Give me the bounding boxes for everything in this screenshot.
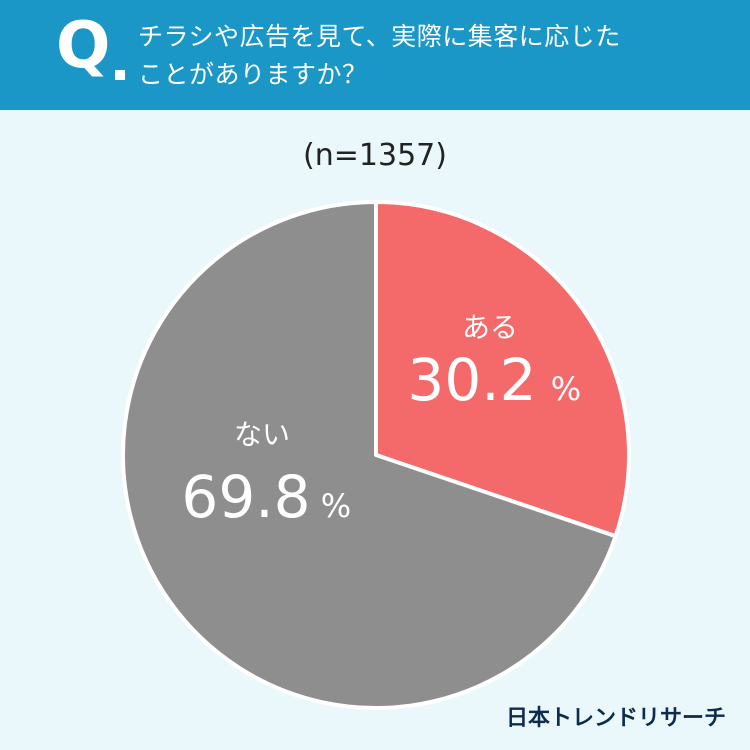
q-mark: Q xyxy=(56,9,111,83)
slice-value-nai: 69.8 xyxy=(181,463,310,531)
pie-slice-aru xyxy=(374,200,631,539)
pie-slice-nai xyxy=(121,200,618,710)
question-line-2: ことがありますか？ xyxy=(138,60,368,89)
question-text: チラシや広告を見て、実際に集客に応じた ことがありますか？ xyxy=(138,18,728,94)
sample-size: (n=1357) xyxy=(303,138,447,173)
slice-unit-nai: % xyxy=(321,487,351,525)
q-dot-icon xyxy=(115,70,125,80)
slice-value-aru: 30.2 xyxy=(407,346,536,414)
slice-unit-aru: % xyxy=(551,370,581,408)
question-line-1: チラシや広告を見て、実際に集客に応じた xyxy=(138,22,621,51)
brand-logo-text: 日本トレンドリサーチ xyxy=(505,706,726,731)
slice-label-aru: ある xyxy=(462,311,518,344)
slice-label-nai: ない xyxy=(234,418,290,451)
question-header: Q チラシや広告を見て、実際に集客に応じた ことがありますか？ xyxy=(0,0,750,110)
